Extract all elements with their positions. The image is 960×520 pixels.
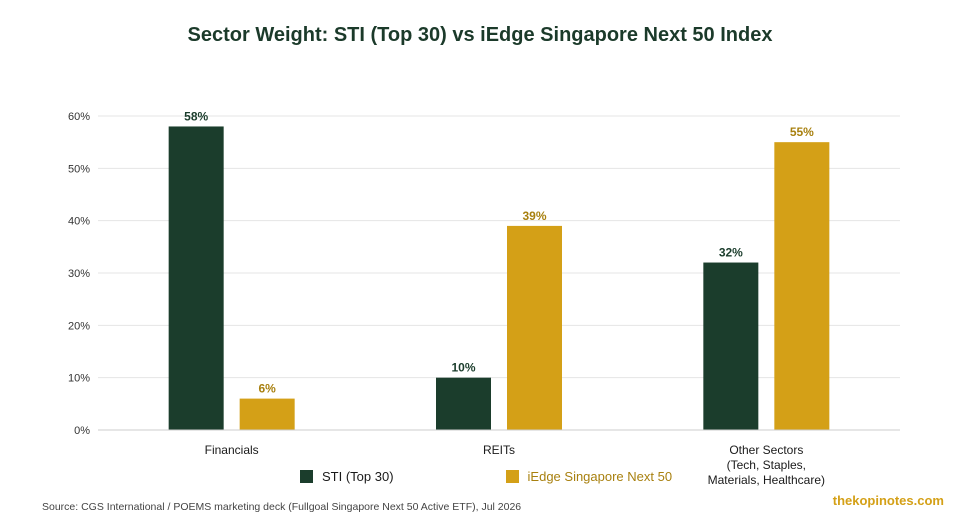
bar [168,126,224,430]
source-note: Source: CGS International / POEMS market… [42,501,522,513]
bar [436,377,491,430]
data-label: 10% [451,361,475,375]
bar [774,142,830,430]
y-tick-label: 60% [68,111,90,123]
bar [507,225,562,430]
watermark: thekopinotes.com [832,493,944,508]
legend: STI (Top 30) iEdge Singapore Next 50 [300,469,784,484]
x-tick-label: REITs [483,443,515,457]
x-tick-label: Other Sectors (Tech, Staples, Materials, H… [708,443,825,487]
chart-title: Sector Weight: STI (Top 30) vs iEdge Sin… [187,24,773,46]
y-tick-label: 20% [68,320,90,332]
y-tick-label: 30% [68,268,90,280]
data-label: 58% [184,109,208,123]
y-tick-label: 50% [68,163,90,175]
data-label: 32% [719,246,743,260]
bar [239,398,295,430]
legend-swatch-iedge [505,470,519,483]
bar [703,262,759,430]
data-label: 39% [522,209,546,223]
legend-label-sti: STI (Top 30) [322,469,394,484]
legend-item-sti: STI (Top 30) [300,469,394,484]
legend-swatch-sti [300,470,313,483]
data-label: 55% [790,125,814,139]
y-tick-label: 10% [68,373,90,385]
y-tick-label: 0% [74,425,90,437]
y-tick-label: 40% [68,216,90,228]
data-label: 6% [258,382,276,396]
x-tick-label: Financials [205,443,259,457]
legend-item-iedge: iEdge Singapore Next 50 [505,469,673,484]
legend-label-iedge: iEdge Singapore Next 50 [527,469,673,484]
